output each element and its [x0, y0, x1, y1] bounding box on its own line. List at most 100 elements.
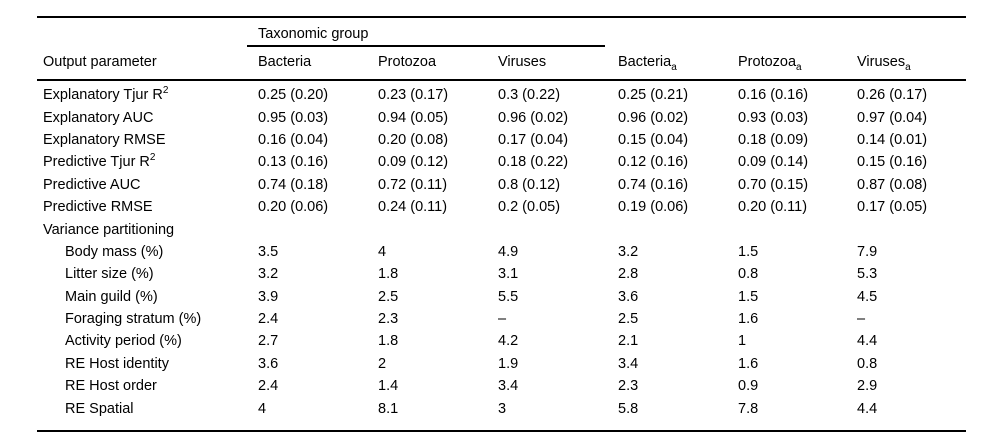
table-row: Predictive AUC 0.74 (0.18) 0.72 (0.11) 0.8 …: [37, 174, 966, 196]
row-label: RE Host identity: [65, 355, 169, 372]
table-cell: 5.5: [498, 288, 519, 305]
table-cell: 2.3: [618, 378, 639, 395]
row-label: RE Host order: [65, 378, 157, 395]
table-cell: 0.9: [738, 378, 759, 395]
column-header-protozoa-a: Protozoaa: [738, 54, 802, 73]
table-cell: 4.2: [498, 333, 519, 350]
row-label: Predictive Tjur R2: [43, 152, 156, 171]
table-cell: 3.5: [258, 243, 279, 260]
table-cell: 0.70 (0.15): [738, 176, 809, 193]
table-cell: 0.93 (0.03): [738, 109, 809, 126]
table-cell: 3.2: [618, 243, 639, 260]
table-cell: 1: [738, 333, 747, 350]
table-row: RE Spatial 4 8.1 3 5.8 7.8 4.4: [37, 397, 966, 419]
table-cell: 0.97 (0.04): [857, 109, 928, 126]
row-label: Foraging stratum (%): [65, 311, 202, 328]
table-cell: 2.4: [258, 378, 279, 395]
table-cell: 3.4: [498, 378, 519, 395]
header-row: Output parameter Bacteria Protozoa Viruses…: [37, 51, 966, 73]
column-header-viruses: Viruses: [498, 54, 547, 70]
row-label: Explanatory Tjur R2: [43, 85, 169, 104]
table-cell: 0.15 (0.04): [618, 131, 689, 148]
table-cell: 3.4: [618, 355, 639, 372]
row-label: Litter size (%): [65, 266, 154, 283]
table-row: Predictive RMSE 0.20 (0.06) 0.24 (0.11) 0.2…: [37, 196, 966, 218]
table-row: Main guild (%) 3.9 2.5 5.5 3.6 1.5 4.5: [37, 286, 966, 308]
column-header-bacteria: Bacteria: [258, 54, 312, 70]
table-cell: 0.8: [738, 266, 759, 283]
table-cell: 0.74 (0.16): [618, 176, 689, 193]
table-cell: 7.8: [738, 400, 759, 417]
table-cell: 0.96 (0.02): [618, 109, 689, 126]
table-cell: 0.09 (0.14): [738, 154, 809, 171]
table-row: Body mass (%) 3.5 4 4.9 3.2 1.5 7.9: [37, 241, 966, 263]
row-label: Predictive RMSE: [43, 199, 153, 216]
results-table: Taxonomic group Output parameter Bacteri…: [37, 0, 966, 448]
table-cell: 3: [498, 400, 507, 417]
subscript: a: [905, 61, 911, 73]
table-row: Litter size (%) 3.2 1.8 3.1 2.8 0.8 5.3: [37, 263, 966, 285]
table-cell: 1.6: [738, 311, 759, 328]
table-cell: 0.17 (0.05): [857, 199, 928, 216]
table-row: Explanatory AUC 0.95 (0.03) 0.94 (0.05) 0.9…: [37, 106, 966, 128]
table-cell: 0.16 (0.16): [738, 87, 809, 104]
table-cell: 4: [258, 400, 267, 417]
table-cell: 0.26 (0.17): [857, 87, 928, 104]
row-label: RE Spatial: [65, 400, 134, 417]
table-cell: 0.18 (0.09): [738, 131, 809, 148]
table-bottom-rule: [37, 430, 966, 432]
table-row: Explanatory RMSE 0.16 (0.04) 0.20 (0.08) 0.…: [37, 129, 966, 151]
table-top-rule: [37, 16, 966, 18]
table-cell: 0.17 (0.04): [498, 131, 569, 148]
table-cell: 0.74 (0.18): [258, 176, 329, 193]
table-cell: 1.6: [738, 355, 759, 372]
table-cell: 0.13 (0.16): [258, 154, 329, 171]
table-cell: 0.12 (0.16): [618, 154, 689, 171]
table-cell: 0.20 (0.11): [738, 199, 808, 216]
table-cell: 0.72 (0.11): [378, 176, 448, 193]
table-cell: 0.09 (0.12): [378, 154, 449, 171]
table-cell: 0.15 (0.16): [857, 154, 928, 171]
row-label: Activity period (%): [65, 333, 182, 350]
table-cell: 0.14 (0.01): [857, 131, 928, 148]
superscript: 2: [149, 152, 156, 164]
table-cell: 2.3: [378, 311, 399, 328]
table-cell: 1.5: [738, 288, 759, 305]
table-row: RE Host identity 3.6 2 1.9 3.4 1.6 0.8: [37, 353, 966, 375]
table-row: Variance partitioning: [37, 218, 966, 240]
column-header-output-parameter: Output parameter: [43, 54, 157, 70]
column-header-bacteria-a: Bacteriaa: [618, 54, 677, 73]
table-cell: 0.96 (0.02): [498, 109, 569, 126]
table-cell: 0.18 (0.22): [498, 154, 569, 171]
superscript: 2: [162, 85, 169, 97]
table-cell: 4.5: [857, 288, 878, 305]
table-row: Activity period (%) 2.7 1.8 4.2 2.1 1 4.4: [37, 330, 966, 352]
row-label: Explanatory RMSE: [43, 131, 166, 148]
table-body: Explanatory Tjur R2 0.25 (0.20) 0.23 (0.17…: [37, 84, 966, 420]
table-cell: 0.25 (0.20): [258, 87, 329, 104]
table-cell: 4.9: [498, 243, 519, 260]
table-cell: 3.9: [258, 288, 279, 305]
table-cell: –: [498, 311, 507, 328]
row-label: Variance partitioning: [43, 221, 175, 238]
subscript: a: [796, 61, 802, 73]
table-cell: 3.6: [258, 355, 279, 372]
table-cell: 2.1: [618, 333, 639, 350]
table-cell: –: [857, 311, 866, 328]
table-cell: 0.20 (0.06): [258, 199, 329, 216]
table-cell: 0.87 (0.08): [857, 176, 928, 193]
table-cell: 4: [378, 243, 387, 260]
table-cell: 2.7: [258, 333, 279, 350]
table-cell: 2.9: [857, 378, 878, 395]
table-cell: 0.20 (0.08): [378, 131, 449, 148]
table-mid-rule: [37, 79, 966, 81]
column-header-protozoa: Protozoa: [378, 54, 437, 70]
table-row: RE Host order 2.4 1.4 3.4 2.3 0.9 2.9: [37, 375, 966, 397]
row-label: Explanatory AUC: [43, 109, 154, 126]
table-row: Explanatory Tjur R2 0.25 (0.20) 0.23 (0.17…: [37, 84, 966, 106]
table-row: Predictive Tjur R2 0.13 (0.16) 0.09 (0.12)…: [37, 151, 966, 173]
table-cell: 0.16 (0.04): [258, 131, 329, 148]
table-cell: 1.5: [738, 243, 759, 260]
table-cell: 5.3: [857, 266, 878, 283]
table-cell: 3.1: [498, 266, 519, 283]
